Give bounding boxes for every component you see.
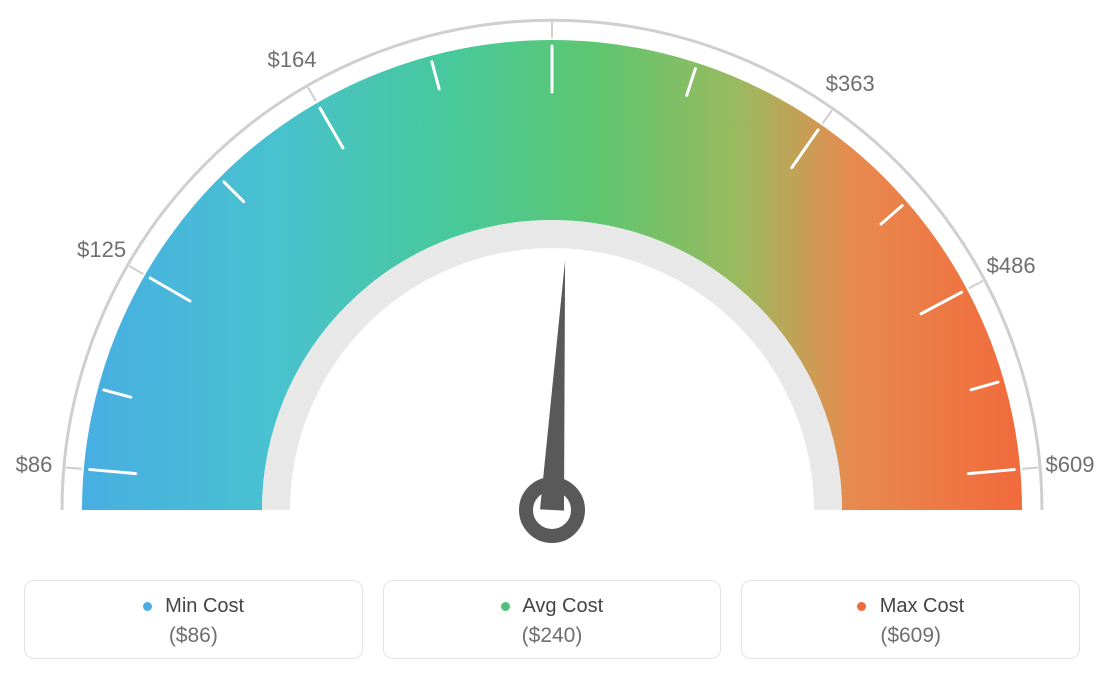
dot-avg-icon xyxy=(501,602,510,611)
legend-value-avg: ($240) xyxy=(394,624,711,648)
legend-label-min: Min Cost xyxy=(165,595,244,617)
gauge-tick-label: $240 xyxy=(528,0,577,3)
legend-card-max: Max Cost ($609) xyxy=(741,580,1080,659)
gauge-tick-label: $363 xyxy=(826,71,875,97)
legend-row: Min Cost ($86) Avg Cost ($240) Max Cost … xyxy=(0,580,1104,659)
gauge-tick-label: $609 xyxy=(1046,452,1095,478)
legend-title-max: Max Cost xyxy=(752,595,1069,618)
legend-value-min: ($86) xyxy=(35,624,352,648)
gauge-tick-label: $486 xyxy=(987,253,1036,279)
gauge-svg xyxy=(0,0,1104,560)
gauge-tick-label: $86 xyxy=(16,452,53,478)
gauge-tick-label: $164 xyxy=(268,47,317,73)
legend-value-max: ($609) xyxy=(752,624,1069,648)
legend-title-avg: Avg Cost xyxy=(394,595,711,618)
legend-card-min: Min Cost ($86) xyxy=(24,580,363,659)
gauge-tick-label: $125 xyxy=(77,237,126,263)
legend-card-avg: Avg Cost ($240) xyxy=(383,580,722,659)
legend-title-min: Min Cost xyxy=(35,595,352,618)
legend-label-max: Max Cost xyxy=(880,595,964,617)
dot-min-icon xyxy=(143,602,152,611)
dot-max-icon xyxy=(857,602,866,611)
legend-label-avg: Avg Cost xyxy=(522,595,603,617)
cost-gauge-chart: $86 $125 $164 $240 $363 $486 $609 xyxy=(0,0,1104,560)
